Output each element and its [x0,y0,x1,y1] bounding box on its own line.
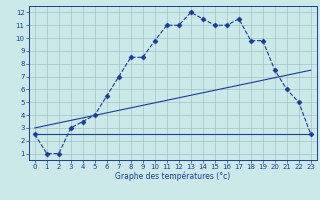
X-axis label: Graphe des températures (°c): Graphe des températures (°c) [115,172,230,181]
